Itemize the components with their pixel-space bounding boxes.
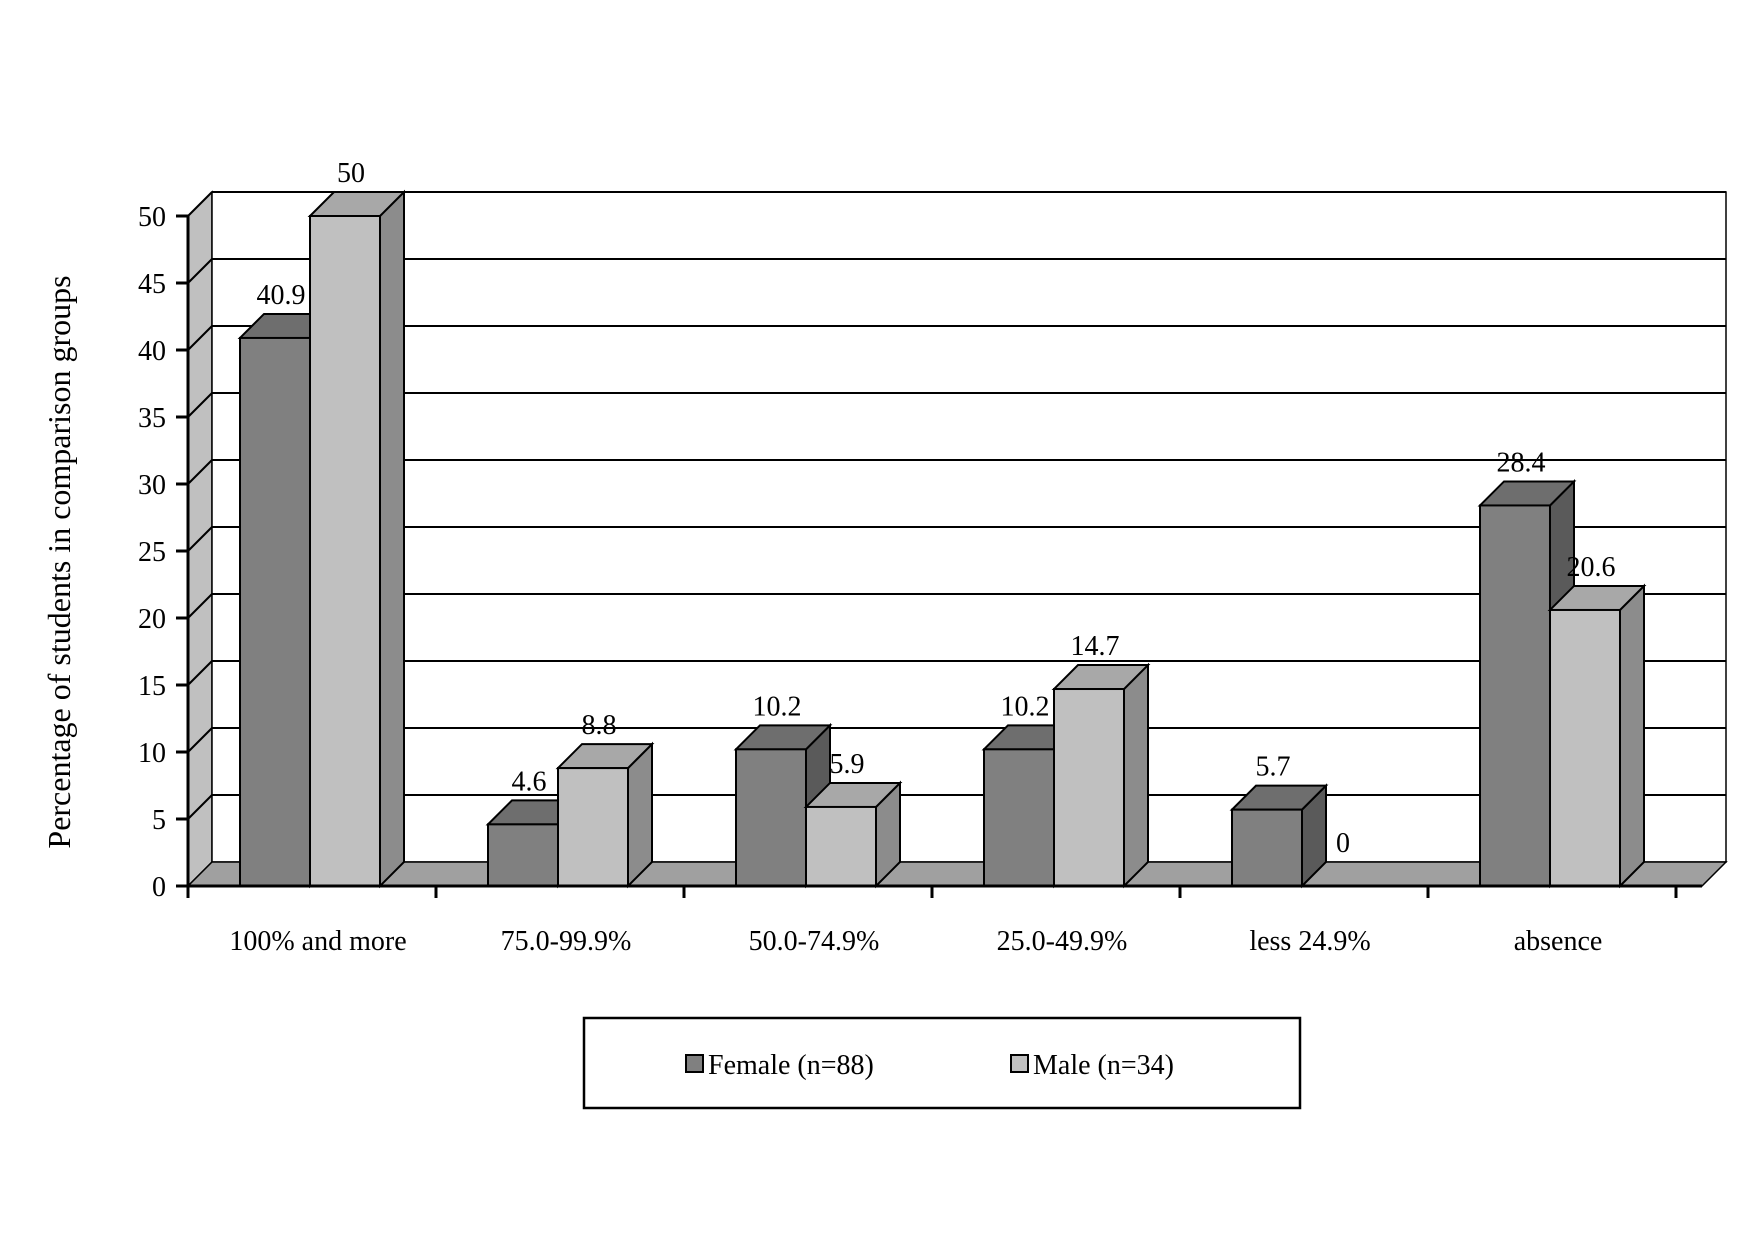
y-tick-label: 50 xyxy=(138,202,166,233)
gridline-side xyxy=(187,258,213,284)
bar-front xyxy=(1549,608,1621,888)
y-tick-label: 20 xyxy=(138,604,166,635)
bar-male xyxy=(555,741,655,889)
data-label: 14.7 xyxy=(1071,631,1120,662)
data-label: 5.9 xyxy=(830,749,865,780)
data-labels: 40.9 50 4.6 8.8 10.2 5.9 10.2 14.7 5.7 0 28.4 20.6 xyxy=(257,158,1616,859)
gridline-side xyxy=(187,325,213,351)
y-tick-label: 5 xyxy=(152,805,166,836)
bar-front xyxy=(735,748,807,887)
bar-front xyxy=(1053,688,1125,888)
data-label: 40.9 xyxy=(257,280,306,311)
bar-front xyxy=(805,805,877,887)
data-label: 4.6 xyxy=(512,766,547,797)
y-tick-label: 40 xyxy=(138,336,166,367)
gridlines xyxy=(187,191,1726,820)
category-label: less 24.9% xyxy=(1249,926,1370,957)
bar-side xyxy=(379,189,405,889)
gridline-side xyxy=(187,593,213,619)
gridline-side xyxy=(187,727,213,753)
legend-swatch-female xyxy=(685,1054,704,1073)
y-tick-label: 35 xyxy=(138,403,166,434)
y-tick-label: 30 xyxy=(138,470,166,501)
bars xyxy=(237,189,1647,889)
gridline-side xyxy=(187,526,213,552)
data-label: 50 xyxy=(337,158,365,189)
y-tick-label: 15 xyxy=(138,671,166,702)
axes: 100% and more 75.0-99.9% 50.0-74.9% 25.0-49… xyxy=(138,202,1702,957)
category-label: 75.0-99.9% xyxy=(501,926,632,957)
gridline-side xyxy=(187,794,213,820)
bar-female xyxy=(1229,783,1329,889)
data-label: 20.6 xyxy=(1567,552,1616,583)
y-tick-label: 45 xyxy=(138,269,166,300)
bar-front xyxy=(557,767,629,888)
category-label: 100% and more xyxy=(229,926,406,957)
category-label: 50.0-74.9% xyxy=(749,926,880,957)
y-axis-title: Percentage of students in comparison gro… xyxy=(41,275,77,848)
bar-male xyxy=(1051,662,1151,889)
data-label: 28.4 xyxy=(1497,447,1546,478)
bar-front xyxy=(239,336,311,887)
gridline-side xyxy=(187,191,213,217)
data-label: 8.8 xyxy=(582,710,617,741)
data-label: 5.7 xyxy=(1256,752,1291,783)
bar-side xyxy=(1123,662,1149,889)
bar-front xyxy=(487,823,559,887)
bar-front xyxy=(983,748,1055,887)
category-label: 25.0-49.9% xyxy=(997,926,1128,957)
y-tick-label: 10 xyxy=(138,738,166,769)
gridline-side xyxy=(187,392,213,418)
bar-front xyxy=(309,215,381,887)
bar-male xyxy=(307,189,407,889)
data-label: 10.2 xyxy=(753,691,802,722)
bar-male xyxy=(803,780,903,889)
bar-front xyxy=(1231,808,1303,887)
gridline-side xyxy=(187,660,213,686)
gridline-side xyxy=(187,459,213,485)
data-label: 10.2 xyxy=(1001,691,1050,722)
legend-label-female: Female (n=88) xyxy=(708,1050,874,1081)
y-tick-label: 25 xyxy=(138,537,166,568)
category-label: absence xyxy=(1514,926,1603,957)
legend: Female (n=88) Male (n=34) xyxy=(582,1016,1302,1110)
bar-side xyxy=(1619,583,1645,889)
bar-front xyxy=(1479,504,1551,887)
bar-male xyxy=(1547,583,1647,889)
legend-label-male: Male (n=34) xyxy=(1033,1050,1174,1081)
data-label: 0 xyxy=(1336,828,1350,859)
legend-swatch-male xyxy=(1010,1054,1029,1073)
y-tick-label: 0 xyxy=(152,872,166,903)
